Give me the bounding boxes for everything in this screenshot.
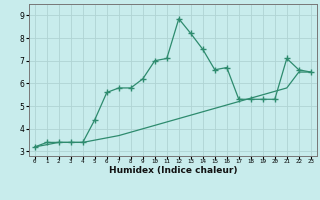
- X-axis label: Humidex (Indice chaleur): Humidex (Indice chaleur): [108, 166, 237, 175]
